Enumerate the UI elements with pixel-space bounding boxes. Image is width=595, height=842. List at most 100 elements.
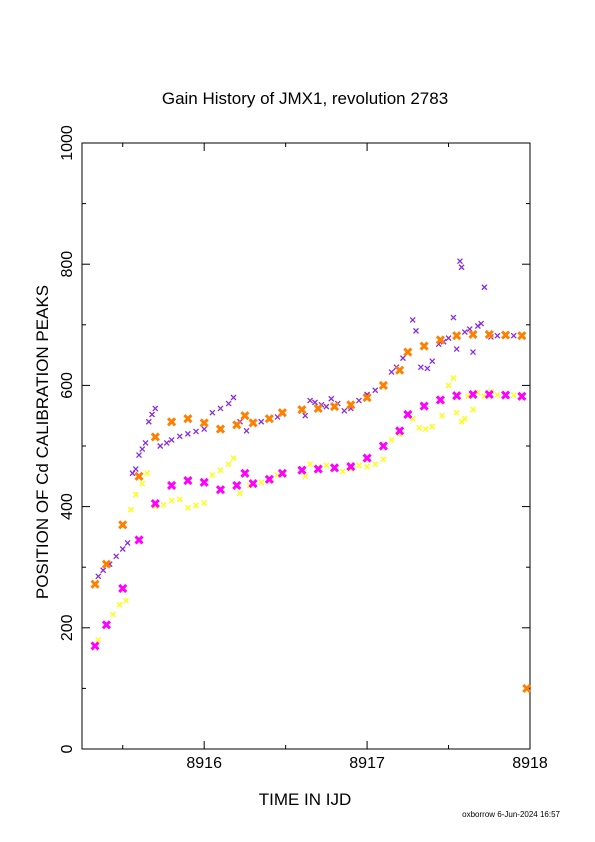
data-point <box>150 432 160 442</box>
data-point <box>468 329 478 340</box>
data-point <box>240 468 250 478</box>
data-point <box>313 403 323 413</box>
y-tick-label: 200 <box>59 614 76 641</box>
data-point <box>100 567 107 574</box>
data-point <box>142 440 149 446</box>
data-point <box>240 411 250 421</box>
x-tick-label: 8916 <box>186 755 222 772</box>
x-tick-label: 8917 <box>349 755 385 772</box>
data-point <box>484 389 494 400</box>
data-point <box>163 440 170 446</box>
data-point <box>419 341 429 351</box>
data-point <box>312 399 318 406</box>
data-point <box>199 477 209 487</box>
data-point <box>193 428 199 435</box>
data-point <box>176 433 183 440</box>
data-point <box>355 462 362 469</box>
data-point <box>90 579 100 589</box>
data-point <box>136 452 142 459</box>
data-point <box>435 395 445 405</box>
data-point <box>139 480 146 487</box>
y-tick-label: 0 <box>59 744 76 753</box>
data-point <box>145 418 152 425</box>
data-point <box>468 389 478 400</box>
footer-stamp: oxborrow 6-Jun-2024 16:57 <box>462 810 560 819</box>
data-point <box>127 506 134 513</box>
data-point <box>193 502 199 509</box>
chart-title: Gain History of JMX1, revolution 2783 <box>162 89 448 108</box>
data-point <box>372 461 379 468</box>
data-point <box>109 611 116 618</box>
y-axis-label: POSITION OF Cd CALIBRATION PEAKS <box>33 285 52 599</box>
data-point <box>323 462 330 469</box>
data-point <box>95 573 102 580</box>
data-point <box>119 546 126 552</box>
data-point <box>481 284 488 291</box>
data-point <box>494 332 501 339</box>
data-point <box>101 559 111 569</box>
data-point <box>258 418 265 425</box>
data-point <box>403 409 413 420</box>
data-point <box>258 479 265 486</box>
data-point <box>346 400 356 410</box>
plot-frame <box>81 142 531 750</box>
data-point <box>445 382 452 389</box>
data-point <box>201 500 208 506</box>
data-point <box>456 258 463 265</box>
data-point <box>329 402 340 412</box>
data-point <box>116 601 123 608</box>
data-point <box>362 392 372 403</box>
data-point <box>209 409 216 416</box>
data-point <box>139 446 146 452</box>
data-point <box>157 443 164 449</box>
data-point <box>323 403 330 410</box>
data-point <box>297 465 307 475</box>
data-point <box>458 264 465 271</box>
data-point <box>150 499 160 509</box>
data-point <box>184 504 191 511</box>
data-point <box>484 329 494 340</box>
x-axis-label: TIME IN IJD <box>259 790 352 809</box>
data-point <box>409 316 416 323</box>
data-point <box>341 407 348 414</box>
data-point <box>302 473 309 480</box>
data-point <box>264 414 274 424</box>
data-point <box>388 369 395 376</box>
data-point <box>416 424 423 431</box>
data-point <box>176 496 183 503</box>
data-point <box>248 418 258 428</box>
data-point <box>183 475 193 486</box>
data-point <box>123 597 129 604</box>
data-point <box>215 424 226 434</box>
data-point <box>452 391 462 401</box>
data-point <box>225 461 232 468</box>
y-tick-label: 1000 <box>59 125 76 161</box>
data-point <box>439 412 445 419</box>
data-point <box>201 426 208 432</box>
data-point <box>470 406 476 413</box>
series-0 <box>95 258 525 580</box>
data-point <box>450 375 457 382</box>
data-point <box>129 470 136 477</box>
data-point <box>429 358 436 365</box>
data-point <box>184 430 191 437</box>
data-point <box>453 409 460 416</box>
data-point <box>232 480 242 490</box>
data-point <box>417 364 424 371</box>
data-point <box>230 394 237 401</box>
data-point <box>494 392 501 399</box>
data-point <box>510 332 517 339</box>
data-point <box>277 468 287 478</box>
data-point <box>90 641 100 651</box>
x-tick-label: 8918 <box>512 755 548 772</box>
data-point <box>339 468 346 475</box>
data-point <box>160 501 167 508</box>
data-point <box>388 436 395 443</box>
data-point <box>217 405 224 412</box>
data-point <box>167 480 177 490</box>
data-point <box>346 462 356 472</box>
data-point <box>313 464 323 474</box>
data-point <box>134 471 144 481</box>
data-point <box>355 397 362 404</box>
